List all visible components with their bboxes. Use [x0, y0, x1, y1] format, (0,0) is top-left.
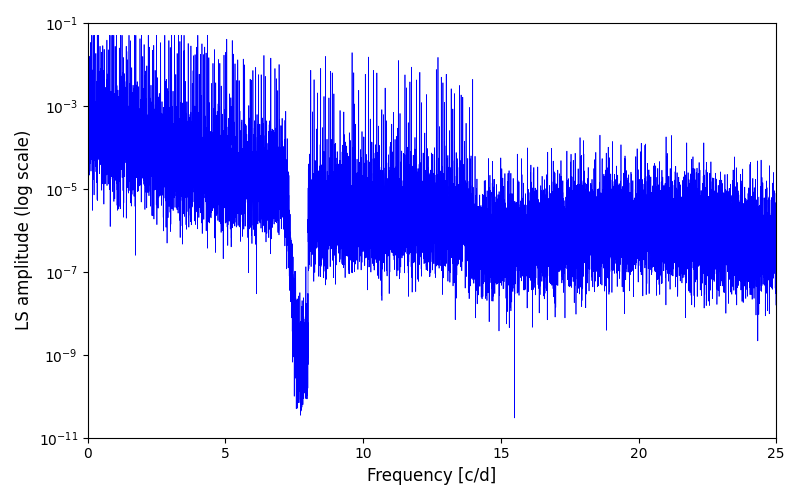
X-axis label: Frequency [c/d]: Frequency [c/d] — [367, 467, 497, 485]
Y-axis label: LS amplitude (log scale): LS amplitude (log scale) — [15, 130, 33, 330]
